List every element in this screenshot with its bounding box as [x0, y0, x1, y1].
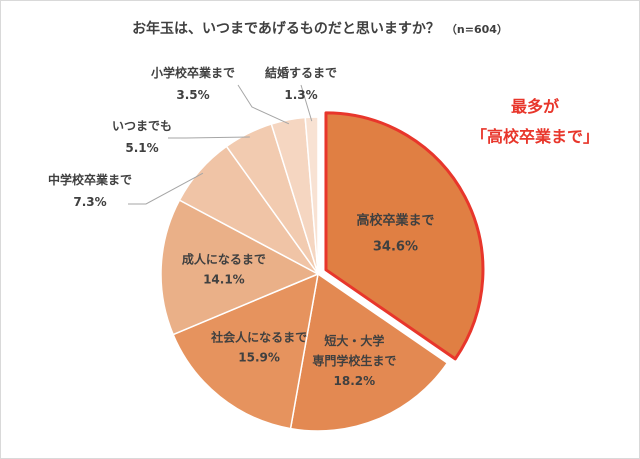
slice-1-value: 34.6%: [373, 239, 418, 254]
slice-3-value: 15.9%: [238, 351, 280, 365]
slice-7-value: 3.5%: [176, 88, 209, 102]
chart-note: （n=604）: [445, 23, 508, 36]
slice-6-leader: [168, 136, 250, 139]
slice-4-value: 14.1%: [203, 273, 245, 287]
slice-5-leader: [128, 172, 204, 205]
slice-3-label: 社会人になるまで: [210, 330, 307, 345]
slice-8-wedge: [304, 116, 319, 275]
slice-2-wedge: [289, 273, 449, 432]
slice-8-label: 結婚するまで: [265, 65, 337, 80]
slice-1-label: 高校卒業まで: [356, 212, 434, 228]
slice-4-label: 成人になるまで: [182, 252, 266, 267]
slice-7-leader: [237, 84, 290, 125]
callout-line-1: 最多が: [510, 97, 559, 116]
slice-7-label: 小学校卒業まで: [151, 65, 235, 80]
slice-8-leader: [300, 84, 313, 122]
slice-8-value: 1.3%: [284, 88, 317, 102]
slice-2-label-1: 短大・大学: [324, 333, 384, 348]
slice-5-value: 7.3%: [73, 195, 106, 209]
slice-4-wedge: [160, 199, 319, 336]
chart-title: お年玉は、いつまであげるものだと思いますか？: [132, 21, 440, 37]
title-row: お年玉は、いつまであげるものだと思いますか？ （n=604）: [0, 18, 640, 38]
slice-3-wedge: [172, 273, 319, 430]
callout: 最多が 「高校卒業まで」: [440, 92, 630, 152]
slice-6-label: いつまでも: [112, 119, 172, 133]
slice-2-label-2: 専門学校生まで: [312, 353, 396, 368]
slice-6-value: 5.1%: [125, 141, 158, 155]
slice-1-wedge: [324, 111, 485, 361]
callout-line-2: 「高校卒業まで」: [470, 127, 599, 146]
slice-5-label: 中学校卒業まで: [48, 172, 132, 187]
slice-2-value: 18.2%: [334, 374, 376, 388]
